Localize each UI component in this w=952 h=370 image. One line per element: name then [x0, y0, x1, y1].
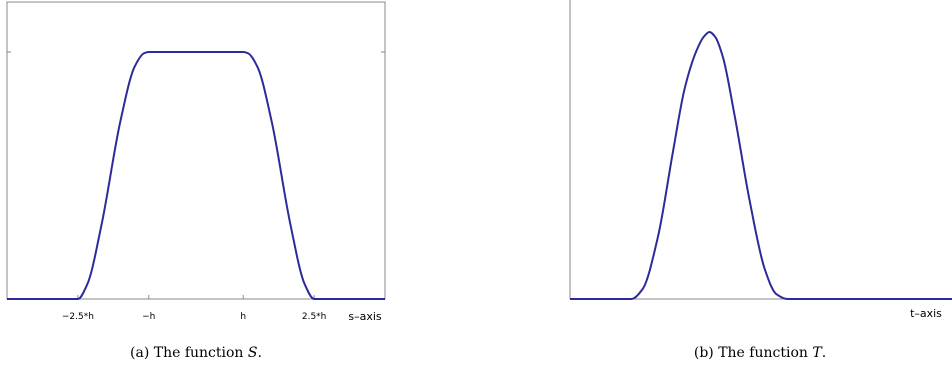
chart-a-series-line [7, 50, 385, 301]
chart-a: −2.5*h −h h 2.5*h s–axis (a) The function S… [6, 1, 386, 361]
chart-a-xtick-label: 2.5*h [302, 312, 327, 322]
chart-b-xlabel: t–axis [910, 307, 942, 320]
chart-b-series-line [570, 30, 952, 300]
chart-a-frame [6, 1, 386, 300]
chart-a-xlabel: s–axis [348, 310, 382, 323]
chart-b-caption: (b) The function T. [694, 345, 826, 361]
chart-b: t–axis (b) The function T. [569, 0, 952, 361]
chart-a-xtick-label: h [240, 312, 246, 322]
chart-a-caption: (a) The function S. [130, 345, 262, 361]
chart-a-xtick-label: −h [142, 312, 155, 322]
chart-a-xtick-label: −2.5*h [62, 312, 94, 322]
